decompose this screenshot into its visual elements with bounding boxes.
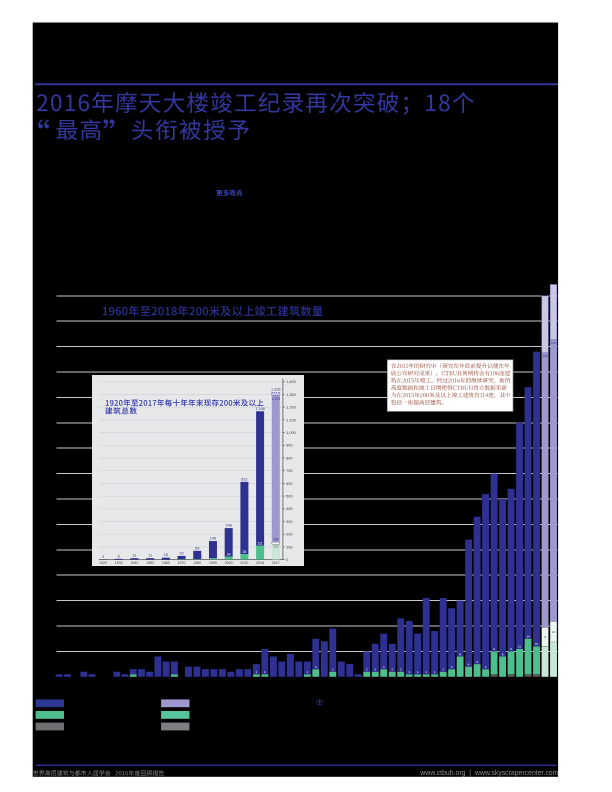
svg-text:1: 1 — [408, 670, 410, 674]
svg-text:6: 6 — [476, 660, 478, 664]
svg-text:6: 6 — [118, 554, 120, 558]
svg-text:24: 24 — [227, 553, 231, 557]
svg-text:2: 2 — [366, 668, 368, 672]
svg-text:1: 1 — [264, 670, 266, 674]
svg-text:69: 69 — [195, 546, 199, 550]
svg-text:1930: 1930 — [115, 561, 123, 565]
svg-text:1980: 1980 — [193, 561, 201, 565]
svg-text:500: 500 — [286, 494, 293, 499]
svg-text:2017: 2017 — [272, 561, 280, 565]
svg-text:0: 0 — [286, 557, 289, 562]
svg-text:29: 29 — [179, 551, 183, 555]
svg-text:600: 600 — [286, 481, 293, 486]
svg-text:1,300: 1,300 — [286, 392, 297, 397]
svg-text:4: 4 — [485, 665, 487, 669]
svg-text:1920: 1920 — [99, 561, 107, 565]
svg-text:111: 111 — [258, 542, 263, 546]
svg-text:2010: 2010 — [240, 561, 248, 565]
svg-text:135: 135 — [551, 341, 556, 345]
svg-text:1: 1 — [425, 670, 427, 674]
svg-text:612: 612 — [241, 477, 247, 481]
svg-text:9: 9 — [510, 647, 512, 651]
svg-text:1,318: 1,318 — [271, 388, 281, 392]
svg-text:300: 300 — [286, 519, 293, 524]
svg-text:3: 3 — [451, 665, 453, 669]
svg-text:11: 11 — [132, 554, 136, 558]
svg-text:2: 2 — [391, 668, 393, 672]
svg-text:2: 2 — [374, 668, 376, 672]
svg-text:146: 146 — [210, 537, 216, 541]
svg-text:1: 1 — [256, 670, 258, 674]
svg-text:2016: 2016 — [256, 561, 264, 565]
svg-text:700: 700 — [286, 468, 293, 473]
svg-text:1,200: 1,200 — [286, 405, 297, 410]
svg-text:1: 1 — [306, 670, 308, 674]
svg-text:1,100: 1,100 — [286, 417, 297, 422]
svg-text:14: 14 — [526, 635, 530, 639]
svg-text:2000: 2000 — [225, 561, 233, 565]
svg-text:11: 11 — [518, 645, 521, 649]
svg-text:123: 123 — [273, 545, 279, 549]
svg-text:3: 3 — [315, 665, 317, 669]
svg-text:1: 1 — [434, 670, 436, 674]
svg-text:8: 8 — [459, 652, 461, 656]
svg-text:1970: 1970 — [178, 561, 186, 565]
svg-text:15: 15 — [164, 553, 168, 557]
svg-text:1940: 1940 — [130, 561, 138, 565]
svg-text:200: 200 — [286, 532, 293, 537]
svg-text:1990: 1990 — [209, 561, 217, 565]
svg-text:1,000: 1,000 — [286, 430, 297, 435]
svg-text:800: 800 — [286, 455, 293, 460]
svg-text:2: 2 — [400, 668, 402, 672]
svg-text:2: 2 — [332, 668, 334, 672]
svg-text:5: 5 — [275, 554, 277, 558]
svg-text:1: 1 — [417, 670, 419, 674]
svg-text:1,293: 1,293 — [272, 397, 281, 401]
svg-text:9: 9 — [544, 635, 546, 639]
svg-text:2: 2 — [442, 668, 444, 672]
svg-text:1960: 1960 — [162, 561, 170, 565]
svg-text:248: 248 — [226, 524, 232, 528]
svg-text:4: 4 — [468, 662, 470, 666]
svg-text:1,168: 1,168 — [255, 407, 265, 411]
svg-text:125: 125 — [543, 354, 548, 358]
svg-text:8: 8 — [502, 652, 504, 656]
svg-text:10: 10 — [535, 642, 539, 646]
svg-text:4: 4 — [383, 665, 385, 669]
svg-text:100: 100 — [286, 544, 293, 549]
svg-text:900: 900 — [286, 443, 293, 448]
svg-text:28: 28 — [242, 550, 246, 554]
svg-text:1950: 1950 — [146, 561, 154, 565]
svg-text:14: 14 — [552, 630, 556, 634]
svg-text:400: 400 — [286, 506, 293, 511]
svg-text:11: 11 — [148, 554, 152, 558]
svg-text:9: 9 — [493, 647, 495, 651]
svg-text:1,400: 1,400 — [286, 379, 297, 384]
svg-text:www.ctbuh.org | www.skyscrap: www.ctbuh.org | www.skyscrapercenter.com — [419, 770, 558, 777]
svg-text:2: 2 — [102, 555, 104, 559]
svg-text:130: 130 — [273, 538, 279, 542]
